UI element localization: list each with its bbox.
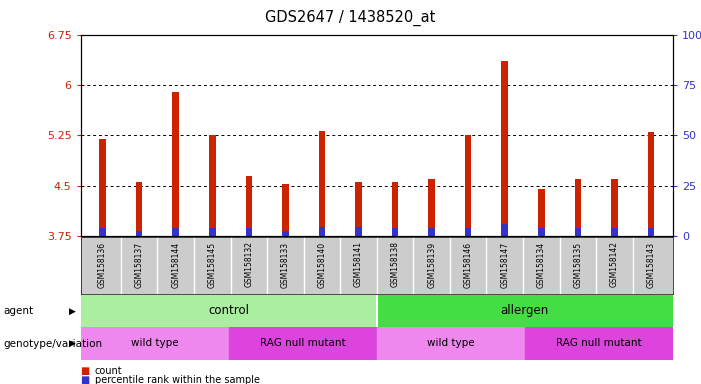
Text: RAG null mutant: RAG null mutant bbox=[556, 338, 641, 349]
Text: GSM158137: GSM158137 bbox=[135, 242, 144, 288]
Bar bbox=[648, 228, 654, 236]
Bar bbox=[377, 295, 673, 327]
Bar bbox=[282, 184, 289, 236]
Text: genotype/variation: genotype/variation bbox=[4, 339, 102, 349]
Bar bbox=[100, 228, 106, 236]
Text: agent: agent bbox=[4, 306, 34, 316]
Bar bbox=[575, 179, 581, 236]
Bar bbox=[136, 231, 142, 236]
Text: ▶: ▶ bbox=[69, 339, 76, 348]
Text: GSM158145: GSM158145 bbox=[207, 242, 217, 288]
Text: control: control bbox=[208, 305, 249, 317]
Bar bbox=[319, 227, 325, 236]
Bar bbox=[136, 182, 142, 236]
Bar bbox=[525, 327, 673, 360]
Bar bbox=[319, 131, 325, 236]
Bar bbox=[465, 136, 472, 236]
Bar bbox=[392, 228, 398, 236]
Bar bbox=[428, 228, 435, 236]
Text: count: count bbox=[95, 366, 122, 376]
Bar bbox=[355, 227, 362, 236]
Text: GSM158138: GSM158138 bbox=[390, 242, 400, 288]
Bar bbox=[575, 228, 581, 236]
Text: percentile rank within the sample: percentile rank within the sample bbox=[95, 375, 259, 384]
Text: allergen: allergen bbox=[501, 305, 549, 317]
Bar bbox=[229, 327, 377, 360]
Bar bbox=[81, 327, 229, 360]
Text: GSM158147: GSM158147 bbox=[501, 242, 509, 288]
Bar bbox=[538, 189, 545, 236]
Text: GSM158135: GSM158135 bbox=[573, 242, 583, 288]
Bar bbox=[611, 228, 618, 236]
Text: GSM158143: GSM158143 bbox=[646, 242, 655, 288]
Bar bbox=[245, 176, 252, 236]
Bar bbox=[428, 179, 435, 236]
Text: GSM158146: GSM158146 bbox=[463, 242, 472, 288]
Text: ▶: ▶ bbox=[69, 306, 76, 316]
Bar bbox=[172, 228, 179, 236]
Text: RAG null mutant: RAG null mutant bbox=[260, 338, 346, 349]
Bar bbox=[611, 179, 618, 236]
Text: GSM158134: GSM158134 bbox=[537, 242, 546, 288]
Text: wild type: wild type bbox=[131, 338, 179, 349]
Text: GSM158144: GSM158144 bbox=[171, 242, 180, 288]
Text: GSM158140: GSM158140 bbox=[318, 242, 327, 288]
Bar bbox=[377, 327, 525, 360]
Bar bbox=[100, 139, 106, 236]
Bar bbox=[392, 182, 398, 236]
Text: GDS2647 / 1438520_at: GDS2647 / 1438520_at bbox=[265, 10, 436, 26]
Bar bbox=[501, 61, 508, 236]
Text: ■: ■ bbox=[81, 366, 90, 376]
Text: GSM158141: GSM158141 bbox=[354, 242, 363, 288]
Text: GSM158136: GSM158136 bbox=[98, 242, 107, 288]
Text: wild type: wild type bbox=[427, 338, 475, 349]
Bar bbox=[501, 224, 508, 236]
Bar bbox=[282, 231, 289, 236]
Text: ■: ■ bbox=[81, 375, 90, 384]
Bar bbox=[81, 295, 377, 327]
Bar bbox=[209, 136, 215, 236]
Text: GSM158142: GSM158142 bbox=[610, 242, 619, 288]
Bar bbox=[538, 228, 545, 236]
Bar bbox=[209, 228, 215, 236]
Bar bbox=[465, 228, 472, 236]
Bar bbox=[245, 228, 252, 236]
Bar bbox=[355, 182, 362, 236]
Bar bbox=[172, 92, 179, 236]
Bar bbox=[648, 132, 654, 236]
Text: GSM158139: GSM158139 bbox=[427, 242, 436, 288]
Text: GSM158133: GSM158133 bbox=[281, 242, 290, 288]
Text: GSM158132: GSM158132 bbox=[245, 242, 253, 288]
